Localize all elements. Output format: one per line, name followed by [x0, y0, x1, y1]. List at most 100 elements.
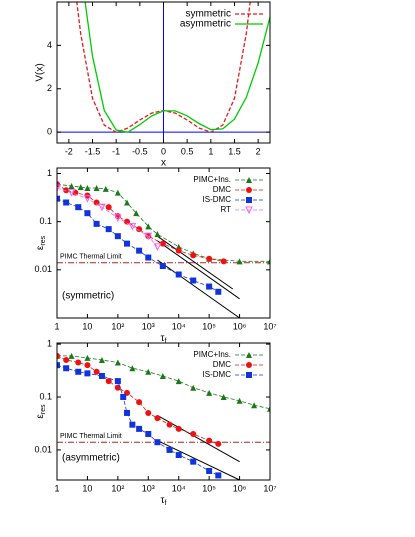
marker	[206, 437, 213, 444]
fit-line	[157, 240, 240, 300]
legend-label: DMC	[213, 360, 231, 369]
marker	[133, 210, 140, 217]
marker	[98, 372, 105, 379]
marker	[77, 184, 84, 191]
marker	[206, 467, 213, 474]
marker	[98, 357, 105, 364]
marker	[190, 458, 197, 465]
x-tick-label: -0.5	[132, 146, 148, 156]
marker	[93, 184, 100, 191]
marker	[145, 254, 152, 261]
marker	[251, 402, 258, 409]
y-axis-label: εres	[35, 235, 47, 250]
y-axis-label-sub: res	[40, 235, 47, 245]
marker	[154, 231, 161, 238]
x-tick-label: 10	[82, 483, 92, 493]
x-tick-label: 2	[256, 146, 261, 156]
marker	[93, 199, 100, 206]
marker	[159, 263, 166, 270]
x-axis-label-sub: f	[165, 500, 167, 507]
marker	[63, 199, 70, 206]
x-tick-label: 10⁷	[263, 483, 276, 493]
series-line	[57, 183, 270, 262]
marker	[68, 182, 75, 189]
fit-line	[157, 235, 234, 290]
legend-label: RT	[220, 205, 231, 214]
marker	[83, 195, 92, 203]
marker	[114, 214, 122, 222]
marker	[84, 370, 91, 377]
marker	[124, 409, 131, 416]
panel: 1 10 10² 10³ 10⁴ 10⁵ 10⁶ 10⁷0.010.11τfεresPIMC …	[34, 338, 276, 506]
marker	[145, 223, 152, 230]
x-tick-label: 0	[161, 146, 166, 156]
x-tick-label: 10²	[111, 321, 124, 331]
x-tick-label: -1	[112, 146, 120, 156]
marker	[144, 232, 153, 241]
marker	[206, 389, 213, 396]
y-tick-label: 0	[47, 127, 52, 137]
y-tick-label: 2	[47, 83, 52, 93]
legend-label: IS-DMC	[203, 370, 232, 379]
marker	[84, 354, 91, 361]
marker	[236, 397, 243, 404]
marker	[215, 472, 222, 479]
plot-area	[57, 352, 270, 480]
marker	[57, 352, 60, 359]
marker	[124, 240, 131, 247]
marker	[159, 240, 166, 247]
marker	[166, 446, 173, 453]
marker	[136, 226, 143, 233]
marker	[175, 452, 182, 459]
marker	[129, 421, 136, 428]
marker	[215, 288, 222, 295]
marker	[175, 247, 182, 254]
marker	[57, 362, 60, 369]
y-tick-label: 0.01	[34, 444, 52, 454]
x-tick-label: 1	[54, 483, 59, 493]
series-line	[57, 187, 158, 248]
marker	[84, 184, 91, 191]
marker	[175, 425, 182, 432]
marker	[93, 220, 100, 227]
marker	[145, 430, 152, 437]
x-tick-label: 1	[208, 146, 213, 156]
marker	[175, 378, 182, 385]
plot-frame	[56, 167, 271, 319]
marker	[124, 199, 131, 206]
y-axis-label-main: ε	[35, 245, 46, 250]
marker	[114, 233, 121, 240]
plot-frame	[56, 342, 271, 481]
panel: 1 10 10² 10³ 10⁴ 10⁵ 10⁶ 10⁷0.010.11τfεresPIMC …	[34, 167, 277, 345]
y-tick-label: 0.01	[34, 264, 52, 274]
x-tick-label: 0.5	[181, 146, 194, 156]
marker	[68, 352, 75, 359]
marker	[136, 399, 143, 406]
x-tick-label: 10⁴	[172, 483, 186, 493]
x-axis-label: τf	[161, 495, 167, 507]
marker	[84, 210, 91, 217]
marker	[75, 204, 82, 211]
y-tick-label: 1	[47, 168, 52, 178]
y-axis-label: εres	[35, 404, 47, 419]
marker	[63, 357, 70, 364]
legend-label: symmetric	[185, 9, 231, 20]
marker	[190, 277, 197, 284]
marker	[220, 394, 227, 401]
fit-line	[157, 440, 240, 480]
marker	[220, 258, 227, 265]
fit-line	[157, 259, 240, 318]
plot-area	[57, 177, 270, 318]
x-tick-label: 10	[82, 321, 92, 331]
x-tick-label: -2	[65, 146, 73, 156]
legend-label: asymmetric	[180, 19, 231, 30]
series-line	[84, 2, 270, 133]
marker	[114, 189, 121, 196]
series-line	[57, 355, 219, 445]
marker	[136, 425, 143, 432]
x-tick-label: 10⁶	[233, 321, 247, 331]
marker	[105, 378, 112, 385]
x-tick-label: 1	[54, 321, 59, 331]
marker	[114, 359, 121, 366]
thermal-limit-label: PIMC Thermal Limit	[60, 254, 122, 261]
